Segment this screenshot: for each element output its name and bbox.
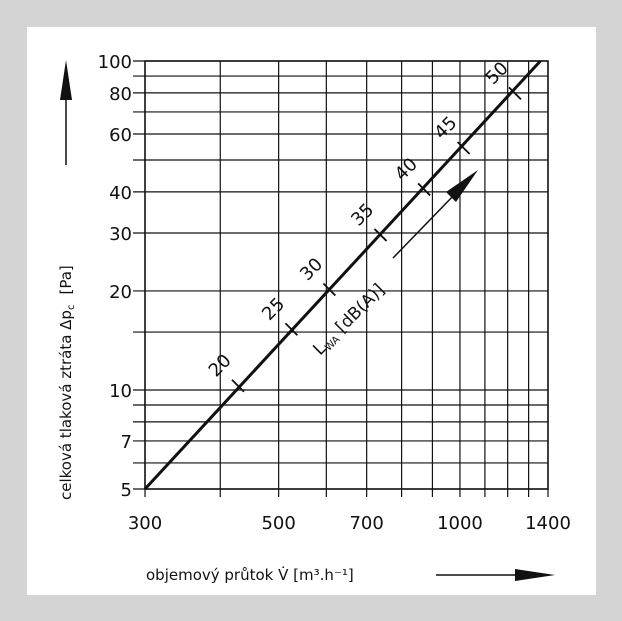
x-axis-arrow-head (515, 569, 555, 581)
sound-level-tick (231, 379, 245, 393)
y-tick-labels: 5 7 10 20 30 40 60 80 100 (98, 52, 132, 501)
sound-level-label: 30 (296, 254, 327, 285)
y-tick-label: 60 (109, 125, 132, 146)
y-tick-label: 10 (109, 381, 132, 402)
y-tick-label: 5 (121, 480, 132, 501)
x-tick-label: 700 (349, 513, 383, 534)
sound-level-tick (322, 282, 337, 297)
x-tick-label: 300 (128, 513, 162, 534)
vertical-gridlines (144, 61, 549, 497)
arrow-head (446, 170, 478, 202)
y-axis-title: celková tlaková ztráta Δpc [Pa] (57, 60, 77, 500)
sound-level-label: 40 (391, 154, 422, 185)
y-title-unit: [Pa] (57, 265, 75, 294)
y-axis-title-text: celková tlaková ztráta Δpc [Pa] (57, 265, 77, 500)
y-tick-label: 7 (121, 432, 132, 453)
x-tick-label: 1400 (525, 513, 571, 534)
chart-panel (27, 27, 596, 595)
x-tick-label: 500 (261, 513, 295, 534)
x-axis-title-text: objemový průtok V̇ [m³.h⁻¹] (146, 565, 354, 584)
sound-level-label: 45 (430, 112, 461, 143)
y-tick-label: 100 (98, 52, 132, 73)
x-axis-title: objemový průtok V̇ [m³.h⁻¹] (146, 565, 555, 584)
x-tick-label: 1000 (437, 513, 483, 534)
sound-power-label: LWA[dB(A)] (309, 280, 389, 360)
y-axis-arrow-head (60, 60, 72, 100)
sound-level-label: 35 (347, 199, 378, 230)
sound-level-label: 20 (205, 350, 236, 381)
sound-power-unit: [dB(A)] (332, 280, 389, 337)
y-title-main: celková tlaková ztráta Δp (57, 310, 75, 500)
y-tick-label: 20 (109, 282, 132, 303)
y-title-subscript: c (66, 305, 77, 311)
horizontal-gridlines (133, 60, 548, 490)
sound-level-label: 25 (258, 294, 289, 325)
x-tick-labels: 300 500 700 1000 1400 (128, 513, 571, 534)
sound-level-tick (284, 322, 299, 336)
sound-level-tick (417, 182, 431, 197)
pressure-loss-line (143, 59, 542, 491)
y-tick-label: 30 (109, 224, 132, 245)
sound-level-tick (456, 141, 471, 155)
sound-level-tick (508, 86, 522, 101)
sound-level-tick (373, 228, 388, 242)
y-tick-label: 80 (109, 84, 132, 105)
arrow-shaft (392, 192, 457, 259)
plot-border (144, 60, 549, 490)
y-tick-label: 40 (109, 183, 132, 204)
